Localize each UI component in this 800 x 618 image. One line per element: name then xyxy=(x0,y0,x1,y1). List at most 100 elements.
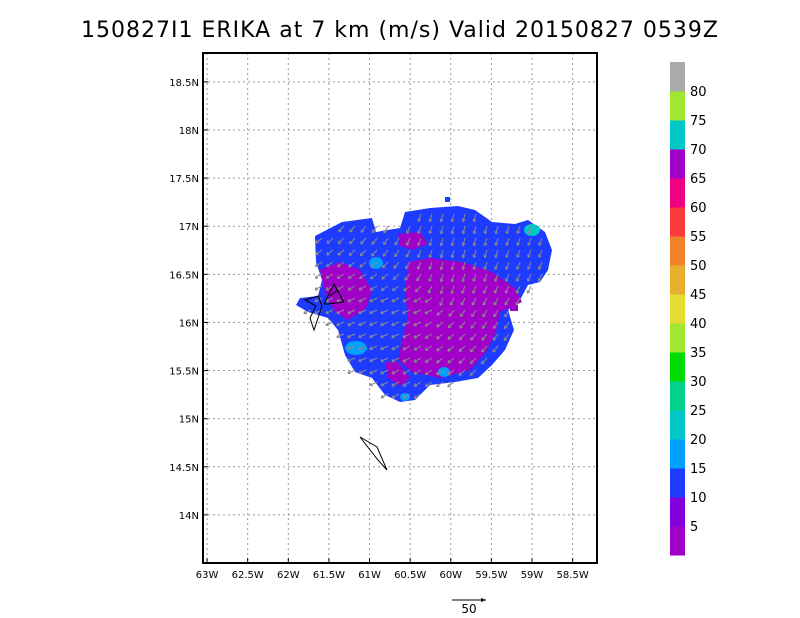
wind-vector-head xyxy=(358,358,362,363)
wind-region-5-10 xyxy=(320,262,372,320)
lon-label: 58.5W xyxy=(557,570,589,581)
wind-vector-head xyxy=(413,371,418,375)
wind-vector-head xyxy=(461,230,466,235)
wind-vector-head xyxy=(380,287,385,291)
wind-vector xyxy=(493,321,499,329)
wind-vector-head xyxy=(413,322,417,327)
wind-vector xyxy=(516,261,521,270)
wind-vector xyxy=(483,273,488,282)
wind-vector xyxy=(325,273,334,279)
wind-vector xyxy=(439,297,444,306)
wind-vector-head xyxy=(472,218,477,223)
wind-vector xyxy=(369,345,378,350)
wind-vector-head xyxy=(450,278,455,283)
wind-vector-head xyxy=(369,358,373,363)
wind-vector-head xyxy=(348,252,353,256)
wind-vector-head xyxy=(450,266,455,271)
wind-vector-head xyxy=(336,322,340,327)
wind-vector-head xyxy=(358,370,362,375)
colorbar-segment xyxy=(670,497,685,527)
lon-label: 60.5W xyxy=(394,570,426,581)
wind-vector xyxy=(440,273,444,282)
wind-vector-head xyxy=(515,290,520,294)
wind-vector xyxy=(358,345,367,350)
wind-vector xyxy=(538,273,543,282)
wind-vector-head xyxy=(360,240,364,245)
wind-vector xyxy=(359,249,367,256)
wind-vector-head xyxy=(447,336,452,340)
wind-vector-head xyxy=(470,325,475,329)
wind-vector xyxy=(494,285,499,294)
wind-vector xyxy=(447,333,455,340)
wind-vector xyxy=(369,285,378,291)
wind-vector-head xyxy=(471,313,475,318)
wind-vector xyxy=(369,333,378,338)
wind-vector xyxy=(413,357,422,363)
wind-vector xyxy=(314,273,323,279)
wind-vector-head xyxy=(516,230,521,234)
wind-vector xyxy=(360,237,367,245)
colorbar-label: 60 xyxy=(690,201,707,216)
wind-region-20-25 xyxy=(524,224,540,236)
wind-vector-head xyxy=(402,310,406,315)
wind-vector xyxy=(370,261,378,268)
wind-vector xyxy=(393,261,400,269)
wind-vector-head xyxy=(436,371,440,376)
wind-vector-head xyxy=(439,302,443,306)
wind-vector-head xyxy=(428,266,433,270)
wind-vector-head xyxy=(402,358,406,363)
wind-vector xyxy=(370,273,378,280)
lat-label: 14N xyxy=(179,511,199,522)
wind-vector-head xyxy=(516,242,520,246)
wind-vector xyxy=(459,333,466,341)
wind-vector-head xyxy=(481,348,485,353)
wind-vector xyxy=(392,273,400,280)
lon-label: 60W xyxy=(439,570,462,581)
colorbar-label: 30 xyxy=(690,375,707,390)
wind-vector xyxy=(470,345,477,353)
wind-vector xyxy=(315,237,323,244)
wind-vector-head xyxy=(492,349,496,353)
wind-vector xyxy=(347,333,356,338)
wind-vector xyxy=(372,225,378,233)
wind-vector xyxy=(381,273,389,280)
wind-vector xyxy=(359,261,367,268)
wind-vector-head xyxy=(526,290,531,294)
wind-vector xyxy=(506,225,510,234)
wind-vector-head xyxy=(413,298,417,303)
wind-vector xyxy=(406,237,411,246)
wind-vector xyxy=(358,369,367,374)
wind-vector xyxy=(392,285,400,291)
wind-vector-head xyxy=(448,313,452,317)
wind-vector xyxy=(402,393,411,399)
wind-vector xyxy=(336,297,345,303)
wind-vector-head xyxy=(494,254,499,258)
wind-vector xyxy=(448,309,455,317)
wind-vector-head xyxy=(383,241,387,246)
wind-vector-head xyxy=(439,218,444,223)
colorbar-label: 50 xyxy=(690,259,707,274)
wind-vector-head xyxy=(392,276,397,280)
wind-vector xyxy=(358,285,367,291)
wind-vector-head xyxy=(325,310,329,315)
wind-vector-head xyxy=(402,395,407,399)
wind-field xyxy=(296,197,552,402)
wind-vector xyxy=(481,345,488,353)
wind-vector xyxy=(527,249,532,258)
wind-vector xyxy=(402,321,411,326)
wind-vector xyxy=(424,345,433,351)
wind-vector xyxy=(481,357,488,365)
wind-vector-head xyxy=(394,253,398,258)
wind-vector xyxy=(429,237,433,246)
wind-vector-head xyxy=(447,360,451,364)
wind-vector xyxy=(492,333,499,341)
lat-label: 18N xyxy=(179,126,199,137)
wind-vector-head xyxy=(325,322,329,327)
wind-vector xyxy=(413,297,422,303)
wind-vector xyxy=(417,213,422,222)
wind-pixel xyxy=(510,305,518,311)
wind-vector-head xyxy=(459,313,464,318)
wind-vector-head xyxy=(449,302,454,306)
wind-vector xyxy=(424,333,433,339)
